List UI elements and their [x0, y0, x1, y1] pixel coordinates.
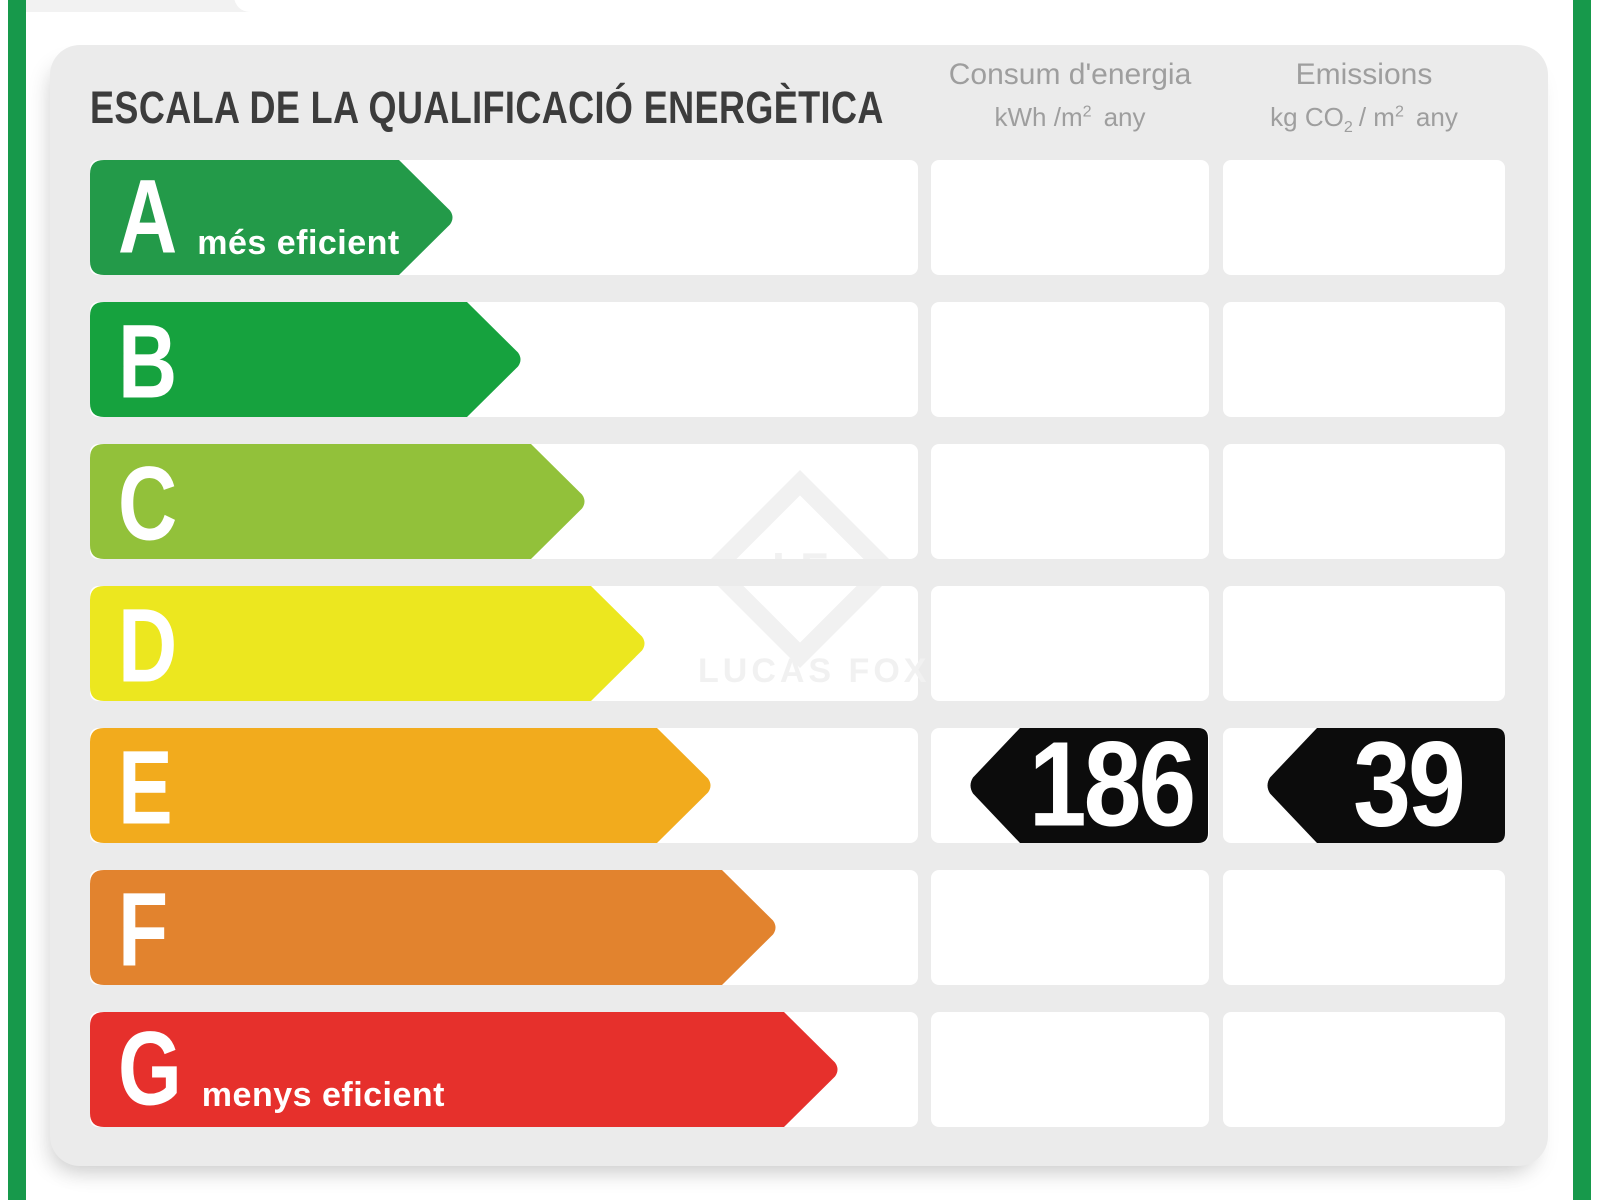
page-title: ESCALA DE LA QUALIFICACIÓ ENERGÈTICA — [90, 82, 884, 133]
row-bg-energy — [931, 870, 1209, 985]
badge-arrow-shape — [970, 728, 1208, 843]
rating-bar-f — [90, 870, 776, 985]
rating-letter: C — [118, 446, 178, 563]
row-bg-emissions — [1223, 444, 1505, 559]
row-bg-emissions — [1223, 870, 1505, 985]
badge-arrow-shape — [1267, 728, 1505, 843]
rating-letter: F — [118, 872, 169, 989]
emissions-value: 39 — [1353, 717, 1466, 853]
rating-bar-label: B — [118, 310, 177, 414]
rating-letter: A — [118, 158, 178, 276]
row-gap — [90, 417, 918, 444]
energy-consumption-badge: 186 — [968, 718, 1208, 852]
scale-row-b: B — [0, 302, 1600, 417]
rating-bar-label: E — [118, 736, 173, 840]
rating-bar-c — [90, 444, 585, 559]
rating-bar-label: D — [118, 594, 177, 698]
energy-column-title: Consum d'energia — [948, 58, 1192, 91]
scale-row-d: D — [0, 586, 1600, 701]
rating-sublabel: menys eficient — [201, 1076, 446, 1114]
top-card-edge — [234, 0, 1573, 12]
emissions-column-title: Emissions — [1295, 58, 1433, 91]
row-gap — [90, 701, 918, 728]
energy-column-unit: kWh /m2 any — [994, 102, 1146, 132]
scale-row-c: C — [0, 444, 1600, 559]
rating-bar-b — [90, 302, 521, 417]
row-bg-emissions — [1223, 160, 1505, 275]
rating-letter: G — [118, 1010, 182, 1128]
row-bg-emissions — [1223, 1012, 1505, 1127]
row-gap — [90, 559, 918, 586]
row-bg-energy — [931, 586, 1209, 701]
rating-letter: E — [118, 730, 173, 847]
column-header-energy: Consum d'energia kWh /m2 any — [931, 58, 1209, 132]
rating-bar-e — [90, 728, 711, 843]
rating-bar-a — [90, 160, 453, 275]
emissions-badge: 39 — [1265, 718, 1505, 852]
row-bg-energy — [931, 160, 1209, 275]
rating-bar-g — [90, 1012, 838, 1127]
lucasfox-wordmark: LUCAS FOX — [698, 652, 931, 690]
row-bg-emissions — [1223, 586, 1505, 701]
top-card-gap — [26, 0, 266, 12]
row-bg-energy — [931, 444, 1209, 559]
rating-sublabel: més eficient — [197, 224, 400, 262]
energy-consumption-value: 186 — [1028, 717, 1197, 853]
rating-bar-label: C — [118, 452, 177, 556]
row-bg-emissions — [1223, 302, 1505, 417]
rating-letter: D — [118, 588, 178, 705]
scale-row-f: F — [0, 870, 1600, 985]
column-header-emissions: Emissions kg CO2/ m2 any — [1223, 58, 1505, 137]
rating-bar-d — [90, 586, 645, 701]
emissions-column-unit: kg CO2/ m2 any — [1270, 102, 1458, 137]
row-bg-energy — [931, 302, 1209, 417]
rating-bar-label: F — [118, 878, 168, 982]
green-border-right — [1573, 0, 1591, 1200]
row-bg-energy — [931, 1012, 1209, 1127]
green-border-left — [8, 0, 26, 1200]
rating-letter: B — [118, 304, 178, 421]
